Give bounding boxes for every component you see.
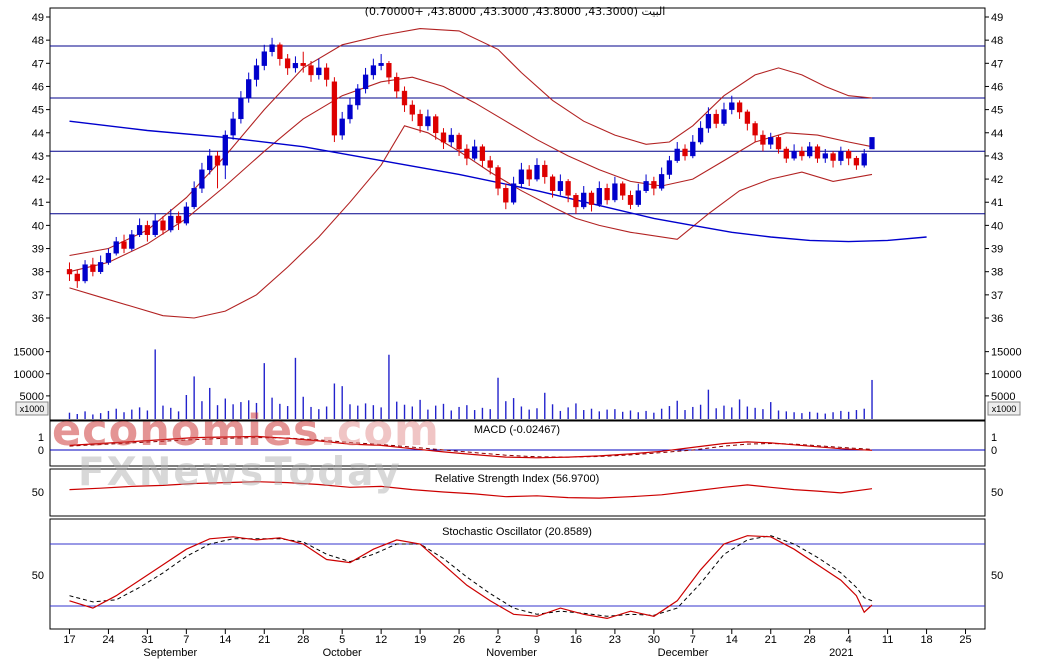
svg-text:50: 50: [32, 487, 44, 499]
svg-text:38: 38: [991, 267, 1003, 279]
svg-text:44: 44: [991, 128, 1003, 140]
svg-text:7: 7: [690, 634, 696, 646]
svg-text:0: 0: [38, 445, 44, 457]
svg-text:46: 46: [991, 81, 1003, 93]
rsi-panel: Relative Strength Index (56.9700): [69, 473, 873, 499]
svg-text:Stochastic Oscillator (20.8589: Stochastic Oscillator (20.8589): [442, 526, 592, 538]
macd-panel: MACD (-0.02467): [50, 424, 985, 459]
svg-text:47: 47: [991, 58, 1003, 70]
svg-text:43: 43: [32, 151, 44, 163]
svg-text:10000: 10000: [13, 369, 44, 381]
svg-text:44: 44: [32, 128, 44, 140]
svg-text:x1000: x1000: [20, 404, 45, 414]
svg-text:45: 45: [991, 105, 1003, 117]
svg-text:18: 18: [920, 634, 932, 646]
svg-text:November: November: [486, 647, 537, 659]
x-axis: 17 24 31 7 14 21 28 5 12 19 26 2 9 16 23 30 7 14 21 28 4 11 18…: [63, 629, 972, 659]
svg-text:21: 21: [258, 634, 270, 646]
svg-text:October: October: [323, 647, 362, 659]
svg-text:38: 38: [32, 267, 44, 279]
svg-text:26: 26: [453, 634, 465, 646]
svg-text:43: 43: [991, 151, 1003, 163]
svg-text:42: 42: [991, 174, 1003, 186]
svg-text:37: 37: [991, 290, 1003, 302]
svg-text:39: 39: [991, 244, 1003, 256]
svg-text:10000: 10000: [991, 369, 1022, 381]
svg-text:Relative Strength Index (56.97: Relative Strength Index (56.9700): [435, 473, 600, 485]
svg-text:MACD (-0.02467): MACD (-0.02467): [474, 424, 560, 436]
svg-text:49: 49: [32, 12, 44, 24]
svg-text:14: 14: [219, 634, 231, 646]
svg-text:23: 23: [609, 634, 621, 646]
svg-text:7: 7: [183, 634, 189, 646]
svg-text:19: 19: [414, 634, 426, 646]
stoch-panel: Stochastic Oscillator (20.8589): [50, 526, 985, 620]
svg-text:15000: 15000: [991, 347, 1022, 359]
svg-text:28: 28: [297, 634, 309, 646]
y-axis-left: 4948474645444342414039383736150001000050…: [13, 12, 50, 582]
svg-text:17: 17: [63, 634, 75, 646]
svg-text:45: 45: [32, 105, 44, 117]
svg-text:36: 36: [991, 313, 1003, 325]
svg-text:28: 28: [804, 634, 816, 646]
svg-text:42: 42: [32, 174, 44, 186]
svg-text:14: 14: [726, 634, 738, 646]
chart-title: البيت (43.3000, 43.8000, 43.3000, 43.800…: [0, 5, 1030, 18]
svg-text:1: 1: [991, 432, 997, 444]
svg-text:41: 41: [991, 197, 1003, 209]
svg-text:September: September: [143, 647, 197, 659]
svg-text:25: 25: [959, 634, 971, 646]
svg-text:50: 50: [991, 570, 1003, 582]
svg-text:39: 39: [32, 244, 44, 256]
svg-text:21: 21: [765, 634, 777, 646]
svg-text:49: 49: [991, 12, 1003, 24]
svg-text:2: 2: [495, 634, 501, 646]
svg-text:46: 46: [32, 81, 44, 93]
svg-text:5000: 5000: [991, 391, 1015, 403]
price-hlines: [50, 45, 985, 215]
svg-text:47: 47: [32, 58, 44, 70]
svg-text:x1000: x1000: [992, 404, 1017, 414]
svg-text:5000: 5000: [20, 391, 44, 403]
svg-text:50: 50: [32, 570, 44, 582]
moving-average-line: [69, 120, 927, 243]
svg-text:2021: 2021: [829, 647, 853, 659]
svg-text:1: 1: [38, 432, 44, 444]
svg-text:37: 37: [32, 290, 44, 302]
svg-text:48: 48: [991, 35, 1003, 47]
svg-text:December: December: [658, 647, 709, 659]
svg-text:24: 24: [102, 634, 114, 646]
instrument-quote-text: البيت (43.3000, 43.8000, 43.3000, 43.800…: [364, 5, 666, 18]
svg-text:5: 5: [339, 634, 345, 646]
svg-text:12: 12: [375, 634, 387, 646]
svg-text:48: 48: [32, 35, 44, 47]
svg-text:36: 36: [32, 313, 44, 325]
volume-bars: [68, 349, 873, 419]
svg-text:4: 4: [846, 634, 852, 646]
svg-text:0: 0: [991, 445, 997, 457]
svg-text:16: 16: [570, 634, 582, 646]
svg-text:11: 11: [882, 634, 893, 646]
svg-text:50: 50: [991, 487, 1003, 499]
svg-text:40: 40: [991, 220, 1003, 232]
svg-text:40: 40: [32, 220, 44, 232]
svg-text:30: 30: [648, 634, 660, 646]
svg-text:15000: 15000: [13, 347, 44, 359]
svg-text:9: 9: [534, 634, 540, 646]
y-axis-right: 4948474645444342414039383736150001000050…: [985, 12, 1022, 582]
svg-text:31: 31: [141, 634, 153, 646]
candles-layer: [66, 37, 875, 288]
svg-text:41: 41: [32, 197, 44, 209]
